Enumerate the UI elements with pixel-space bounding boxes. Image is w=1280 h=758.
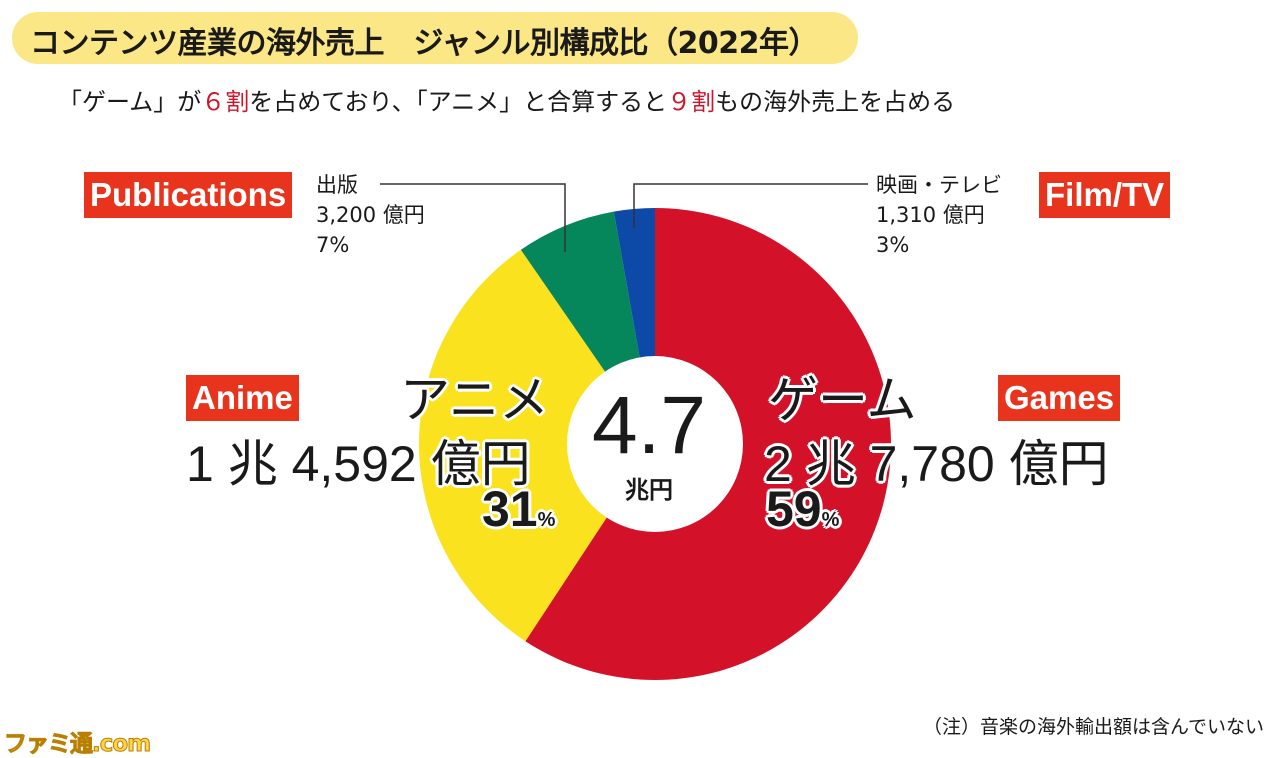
total-value: 4.7	[574, 384, 724, 468]
film-tv-percent: 3%	[876, 230, 1002, 260]
anime-percent-sign: %	[538, 509, 556, 531]
games-name: ゲーム	[768, 360, 917, 432]
footnote: （注）音楽の海外輸出額は含んでいない	[923, 712, 1264, 739]
film-tv-name: 映画・テレビ	[876, 170, 1002, 200]
games-percent-value: 59	[766, 481, 822, 537]
anime-percent: 31%	[482, 480, 555, 538]
publications-name: 出版	[316, 170, 425, 200]
anime-name: アニメ	[400, 360, 549, 432]
film-tv-label: 映画・テレビ 1,310 億円 3%	[876, 170, 1002, 260]
anime-en-tag: Anime	[186, 375, 299, 421]
total-unit: 兆円	[574, 470, 724, 505]
anime-amount: 1 兆 4,592 億円	[186, 424, 531, 496]
publications-en-tag: Publications	[84, 172, 292, 218]
publications-amount: 3,200 億円	[316, 200, 425, 230]
film-tv-amount: 1,310 億円	[876, 200, 1002, 230]
games-percent: 59%	[766, 480, 839, 538]
anime-percent-value: 31	[482, 481, 538, 537]
film-tv-en-tag: Film/TV	[1039, 172, 1170, 218]
games-en-tag: Games	[998, 375, 1120, 421]
watermark-logo: ファミ通.com	[4, 724, 150, 758]
publications-percent: 7%	[316, 230, 425, 260]
publications-label: 出版 3,200 億円 7%	[316, 170, 425, 260]
games-percent-sign: %	[822, 509, 840, 531]
